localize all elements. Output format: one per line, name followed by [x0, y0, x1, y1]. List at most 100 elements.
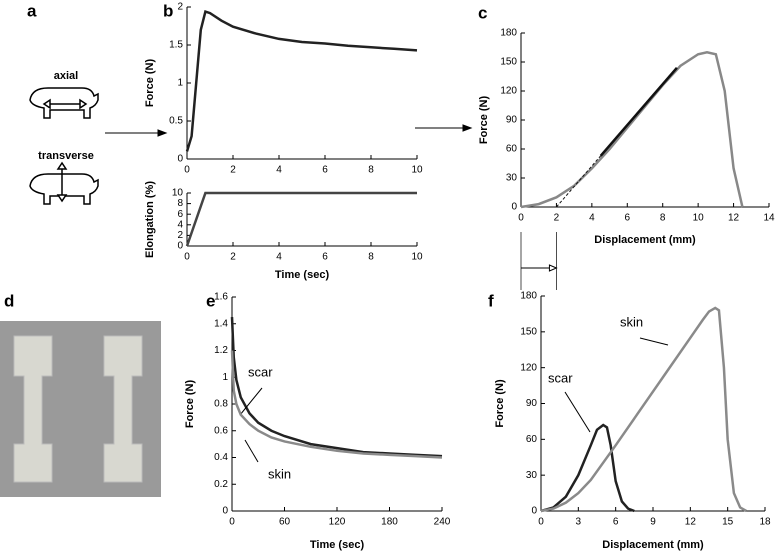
y-axis-label: Elongation (%)	[144, 181, 156, 258]
x-tick-label: 2	[230, 252, 236, 263]
panel-label: a	[27, 1, 37, 20]
x-tick-label: 10	[411, 165, 423, 176]
y-tick-label: 2	[177, 230, 183, 241]
x-tick-label: 14	[763, 213, 775, 224]
y-tick-label: 30	[506, 173, 518, 184]
x-tick-label: 4	[276, 252, 282, 263]
x-tick-label: 10	[411, 252, 423, 263]
x-tick-label: 0	[518, 213, 524, 224]
x-tick-label: 2	[230, 165, 236, 176]
line-series	[185, 9, 418, 152]
arrows	[105, 124, 473, 137]
x-tick-label: 8	[368, 165, 374, 176]
x-tick-label: 3	[576, 517, 582, 528]
x-tick-label: 9	[650, 517, 656, 528]
y-tick-label: 1.4	[214, 318, 228, 329]
x-tick-label: 2	[554, 213, 560, 224]
y-tick-label: 180	[500, 28, 517, 39]
x-tick-label: 4	[589, 213, 595, 224]
y-axis-label: Force (N)	[494, 379, 506, 428]
x-tick-label: 10	[693, 213, 705, 224]
x-tick-label: 120	[329, 517, 346, 528]
y-tick-label: 4	[177, 219, 183, 230]
y-tick-label: 0.4	[214, 452, 228, 463]
x-tick-label: 12	[728, 213, 740, 224]
y-tick-label: 0.5	[169, 116, 183, 127]
series-label: skin	[268, 466, 291, 481]
y-tick-label: 0	[222, 506, 228, 517]
x-tick-label: 240	[434, 517, 451, 528]
y-tick-label: 10	[172, 188, 184, 199]
diagram-label: transverse	[38, 150, 94, 162]
line-series	[540, 423, 635, 513]
y-tick-label: 1.2	[214, 345, 228, 356]
y-tick-label: 1	[177, 78, 183, 89]
x-tick-label: 60	[279, 517, 291, 528]
series-label: scar	[548, 370, 573, 385]
y-axis-label: Force (N)	[478, 96, 490, 145]
y-tick-label: 2	[177, 2, 183, 13]
y-tick-label: 6	[177, 209, 183, 220]
x-tick-label: 6	[613, 517, 619, 528]
y-tick-label: 90	[526, 398, 538, 409]
y-tick-label: 150	[500, 57, 517, 68]
y-tick-label: 0.2	[214, 479, 228, 490]
line-series	[556, 155, 602, 208]
line-series	[185, 191, 417, 247]
x-tick-label: 0	[184, 165, 190, 176]
y-tick-label: 120	[520, 362, 537, 373]
x-axis-label: Time (sec)	[310, 539, 365, 551]
y-tick-label: 60	[506, 144, 518, 155]
line-series	[230, 317, 443, 458]
y-tick-label: 0	[177, 154, 183, 165]
y-tick-label: 180	[520, 291, 537, 302]
label-pointer	[639, 337, 669, 346]
panel-label: e	[206, 291, 215, 310]
x-tick-label: 180	[381, 517, 398, 528]
y-tick-label: 8	[177, 198, 183, 209]
panel-label: b	[163, 1, 173, 20]
y-tick-label: 0.8	[214, 399, 228, 410]
line-series	[599, 66, 678, 157]
label-pointer	[244, 439, 259, 463]
x-tick-label: 12	[685, 517, 697, 528]
x-tick-label: 18	[759, 517, 771, 528]
x-tick-label: 0	[538, 517, 544, 528]
label-pointer	[239, 387, 263, 416]
arrow-head	[548, 264, 558, 272]
series-label: skin	[620, 314, 643, 329]
y-tick-label: 0	[511, 202, 517, 213]
y-tick-label: 1	[222, 372, 228, 383]
diagram-label: axial	[54, 70, 78, 82]
x-tick-label: 6	[322, 252, 328, 263]
series-label: scar	[248, 364, 273, 379]
y-tick-label: 1.5	[169, 40, 183, 51]
panel-label: c	[478, 3, 487, 22]
x-tick-label: 4	[276, 165, 282, 176]
x-tick-label: 15	[722, 517, 734, 528]
y-tick-label: 0	[531, 506, 537, 517]
x-axis-label: Displacement (mm)	[602, 539, 704, 551]
y-tick-label: 150	[520, 326, 537, 337]
specimen-photo	[0, 321, 161, 497]
x-tick-label: 8	[660, 213, 666, 224]
panel-label: f	[488, 291, 494, 310]
y-axis-label: Force (N)	[184, 380, 196, 429]
line-series	[520, 51, 744, 209]
y-tick-label: 30	[526, 470, 538, 481]
x-axis-label: Displacement (mm)	[594, 234, 696, 246]
y-tick-label: 90	[506, 115, 518, 126]
x-axis-label: Time (sec)	[275, 269, 330, 281]
x-tick-label: 8	[368, 252, 374, 263]
label-pointer	[564, 391, 591, 433]
pig-transverse	[29, 161, 99, 205]
y-tick-label: 0.6	[214, 425, 228, 436]
y-tick-label: 60	[526, 434, 538, 445]
y-tick-label: 0	[177, 241, 183, 252]
pig-axial	[29, 87, 99, 119]
y-tick-label: 120	[500, 86, 517, 97]
line-series	[540, 306, 747, 513]
line-series	[230, 350, 443, 459]
y-tick-label: 1.6	[214, 292, 228, 303]
